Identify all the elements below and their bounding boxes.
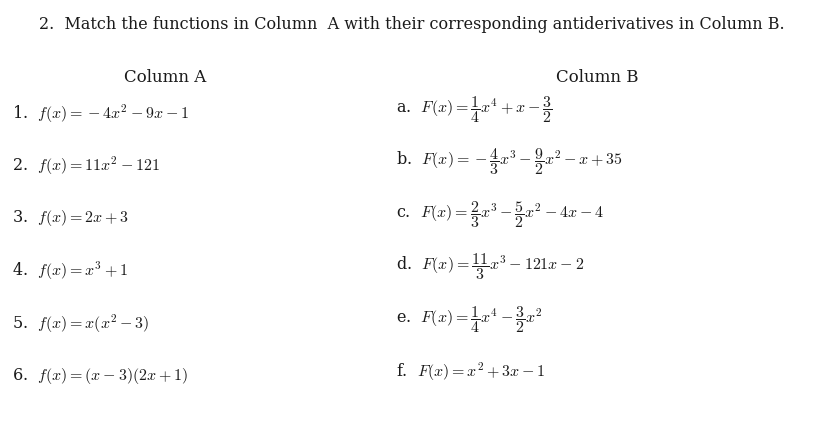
- Text: c.  $F(x) = \dfrac{2}{3}x^3 - \dfrac{5}{2}x^2 - 4x - 4$: c. $F(x) = \dfrac{2}{3}x^3 - \dfrac{5}{2…: [396, 198, 604, 230]
- Text: e.  $F(x) = \dfrac{1}{4}x^4 - \dfrac{3}{2}x^2$: e. $F(x) = \dfrac{1}{4}x^4 - \dfrac{3}{2…: [396, 303, 542, 335]
- Text: 3.  $f(x) = 2x + 3$: 3. $f(x) = 2x + 3$: [12, 209, 129, 228]
- Text: 4.  $f(x) = x^3 + 1$: 4. $f(x) = x^3 + 1$: [12, 260, 129, 282]
- Text: 6.  $f(x) = (x - 3)(2x + 1)$: 6. $f(x) = (x - 3)(2x + 1)$: [12, 366, 189, 386]
- Text: b.  $F(x) = -\dfrac{4}{3}x^3 - \dfrac{9}{2}x^2 - x + 35$: b. $F(x) = -\dfrac{4}{3}x^3 - \dfrac{9}{…: [396, 146, 623, 177]
- Text: a.  $F(x) = \dfrac{1}{4}x^4 + x - \dfrac{3}{2}$: a. $F(x) = \dfrac{1}{4}x^4 + x - \dfrac{…: [396, 93, 552, 125]
- Text: Column B: Column B: [556, 69, 639, 86]
- Text: f.  $F(x) = x^2 + 3x - 1$: f. $F(x) = x^2 + 3x - 1$: [396, 360, 545, 383]
- Text: d.  $F(x) = \dfrac{11}{3}x^3 - 121x - 2$: d. $F(x) = \dfrac{11}{3}x^3 - 121x - 2$: [396, 251, 583, 282]
- Text: 2.  $f(x) = 11x^2 - 121$: 2. $f(x) = 11x^2 - 121$: [12, 155, 161, 177]
- Text: 2.  Match the functions in Column  A with their corresponding antiderivatives in: 2. Match the functions in Column A with …: [40, 16, 784, 32]
- Text: Column A: Column A: [124, 69, 206, 86]
- Text: 5.  $f(x) = x(x^2 - 3)$: 5. $f(x) = x(x^2 - 3)$: [12, 312, 150, 335]
- Text: 1.  $f(x) = -4x^2 - 9x - 1$: 1. $f(x) = -4x^2 - 9x - 1$: [12, 102, 190, 125]
